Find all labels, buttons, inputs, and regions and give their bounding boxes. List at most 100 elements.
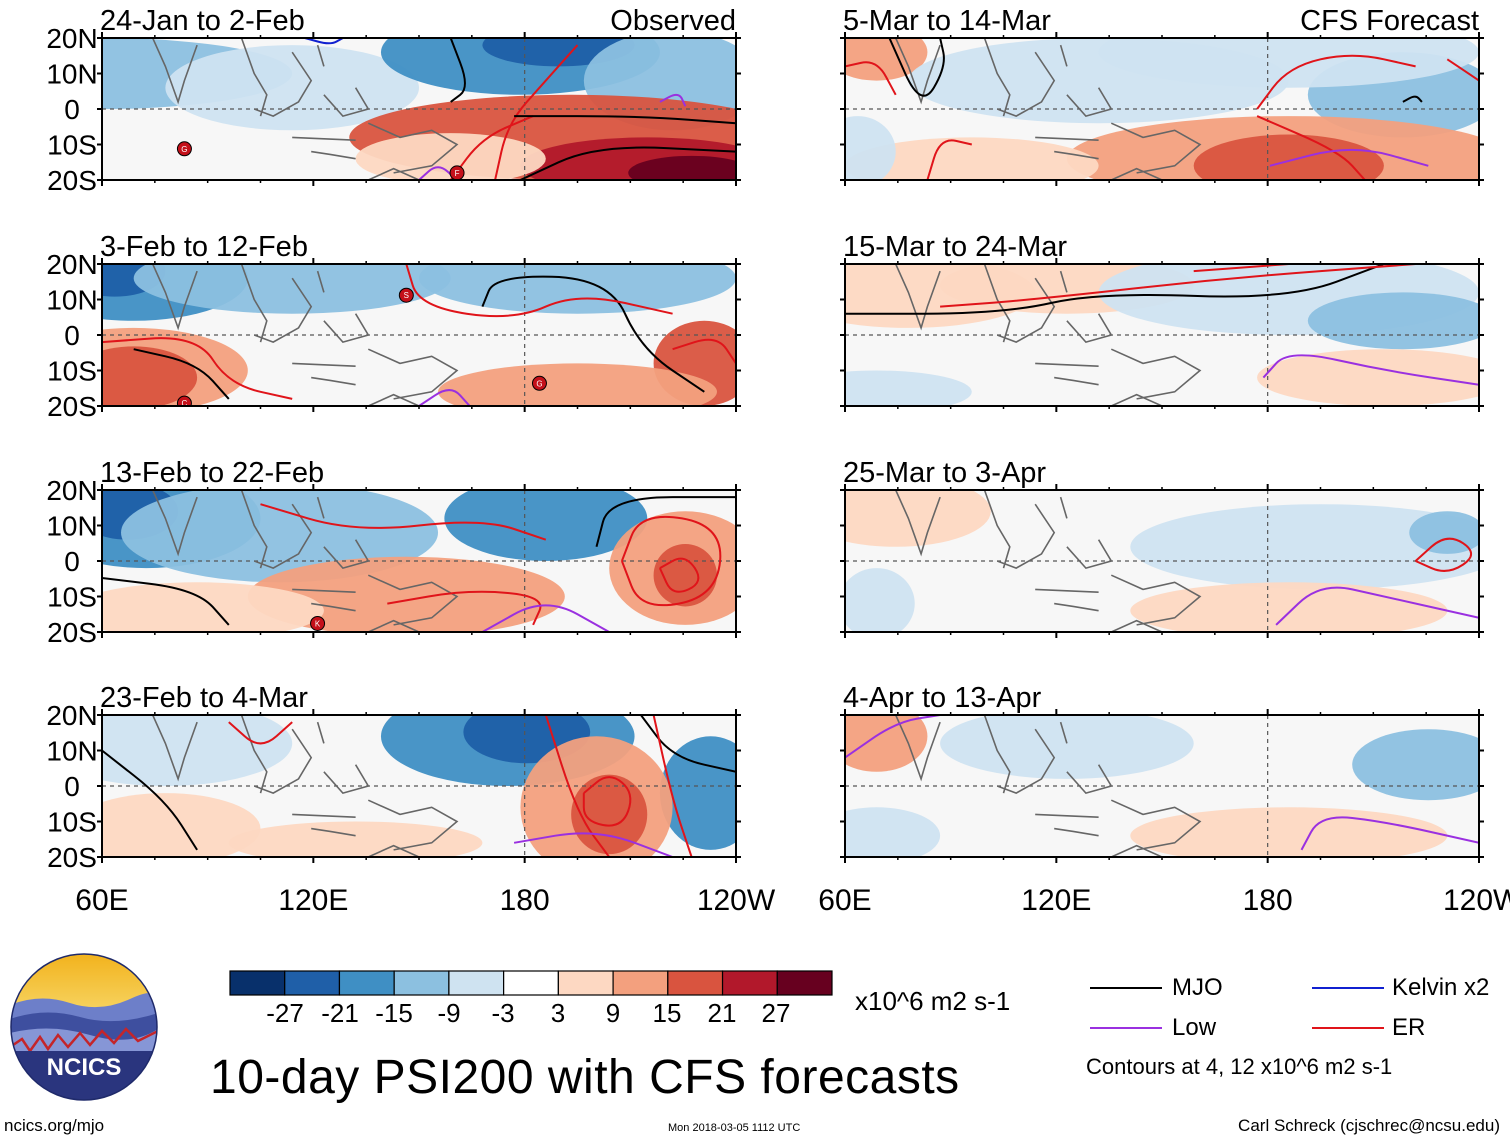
- panel-2: C S G 20N 10N 0 10S 20S 3-Feb to 12-Feb: [46, 231, 741, 422]
- contour-line: [513, 832, 673, 857]
- contour-line: [659, 93, 687, 107]
- contour-line: [672, 338, 736, 364]
- contour-line: [658, 557, 700, 593]
- contour-line: [940, 264, 1416, 308]
- anomaly-cell: [419, 264, 736, 314]
- coastline: [1066, 87, 1113, 118]
- contour-line: [481, 604, 610, 632]
- coastline: [1035, 588, 1099, 593]
- y-tick-label: 10N: [46, 511, 97, 542]
- y-tick-label: 20N: [46, 249, 97, 280]
- colorbar-tick: -21: [321, 998, 359, 1028]
- contour-line: [1256, 54, 1416, 110]
- coastline: [367, 122, 459, 174]
- cyclone-marker: [176, 395, 192, 406]
- coastline: [292, 362, 356, 367]
- coastline: [1059, 496, 1068, 519]
- cyclone-marker: [398, 287, 414, 303]
- anomaly-cell: [845, 370, 972, 406]
- y-tick-label: 10S: [47, 807, 97, 838]
- coastline: [1059, 44, 1068, 67]
- anomaly-cell: [1130, 504, 1479, 590]
- anomaly-cell: [1130, 807, 1448, 857]
- footer-timestamp: Mon 2018-03-05 1112 UTC: [668, 1122, 801, 1134]
- coastline: [1110, 167, 1163, 180]
- x-tick-label: 120E: [278, 884, 348, 917]
- coastline: [1054, 827, 1099, 837]
- coastline: [1110, 574, 1202, 626]
- coastline: [311, 827, 356, 837]
- contour-line: [387, 590, 542, 626]
- contour-line: [926, 139, 973, 180]
- anomaly-cell: [165, 45, 419, 131]
- x-tick-label: 120W: [697, 884, 776, 917]
- anomaly-cell: [228, 821, 483, 857]
- contour-line: [481, 275, 705, 393]
- contour-line: [652, 715, 693, 857]
- colorbar-swatch: [557, 970, 614, 996]
- coastline: [151, 38, 198, 105]
- coastline: [367, 348, 459, 400]
- anomaly-cell: [1409, 511, 1479, 554]
- contour-line: [418, 389, 471, 406]
- anomaly-cell: [940, 715, 1194, 779]
- contour-line: [1256, 115, 1366, 180]
- colorbar-tick: 21: [707, 998, 737, 1028]
- coastline: [316, 721, 325, 744]
- contour-line: [405, 264, 673, 318]
- panel-period-label: 13-Feb to 22-Feb: [100, 457, 324, 489]
- contour-line: [449, 38, 466, 103]
- coastline: [983, 715, 1011, 794]
- anomaly-cell: [438, 363, 717, 406]
- column-source-label: Observed: [610, 5, 736, 37]
- cyclone-label: S: [404, 291, 409, 300]
- coastline: [1066, 764, 1113, 795]
- coastline: [292, 136, 356, 141]
- panel-4: 20N 10N 0 10S 20S 23-Feb to 4-Mar 60E 120E 180 12…: [46, 682, 776, 917]
- anomaly-cell: [845, 116, 896, 180]
- y-tick-label: 10S: [47, 356, 97, 387]
- coastline: [367, 167, 420, 180]
- contour-line: [1300, 816, 1479, 851]
- colorbar-tick: -15: [375, 998, 413, 1028]
- anomaly-cell: [102, 582, 324, 632]
- cyclone-marker: [310, 615, 326, 631]
- panel-field: [845, 264, 1479, 406]
- coastline: [894, 715, 941, 782]
- coastline: [323, 764, 370, 795]
- cyclone-marker: [531, 375, 547, 391]
- y-tick-label: 20N: [46, 475, 97, 506]
- contour-line: [1269, 148, 1429, 167]
- cyclone-marker: [176, 141, 192, 157]
- coastline: [1054, 150, 1099, 160]
- colorbar-tick: 15: [652, 998, 682, 1028]
- panel-period-label: 24-Jan to 2-Feb: [100, 5, 305, 37]
- panel-field: C S G: [102, 264, 736, 408]
- contour-line: [595, 496, 736, 548]
- coastline: [983, 490, 1011, 569]
- anomaly-cell: [845, 490, 991, 547]
- y-tick-label: 10S: [47, 130, 97, 161]
- coastline: [983, 38, 1011, 117]
- y-tick-label: 20S: [47, 391, 97, 422]
- colorbar-swatch: [393, 970, 450, 996]
- anomaly-cell: [845, 807, 941, 857]
- coastline: [1110, 844, 1163, 857]
- anomaly-cell: [1257, 349, 1479, 406]
- coastline: [1054, 376, 1099, 386]
- cyclone-label: C: [182, 399, 188, 408]
- coastline: [253, 728, 313, 794]
- panel-6: 15-Mar to 24-Mar: [840, 231, 1484, 412]
- y-tick-label: 0: [64, 320, 80, 351]
- contour-line: [845, 715, 941, 759]
- contour-line: [845, 264, 1385, 315]
- contour-line: [845, 61, 897, 96]
- coastline: [1066, 539, 1113, 570]
- coastline: [316, 44, 325, 67]
- colorbar-tick: 3: [550, 998, 566, 1028]
- colorbar-tick: 9: [605, 998, 621, 1028]
- x-tick-label: 180: [500, 884, 550, 917]
- contour-line: [102, 749, 198, 851]
- x-tick-label: 120E: [1021, 884, 1091, 917]
